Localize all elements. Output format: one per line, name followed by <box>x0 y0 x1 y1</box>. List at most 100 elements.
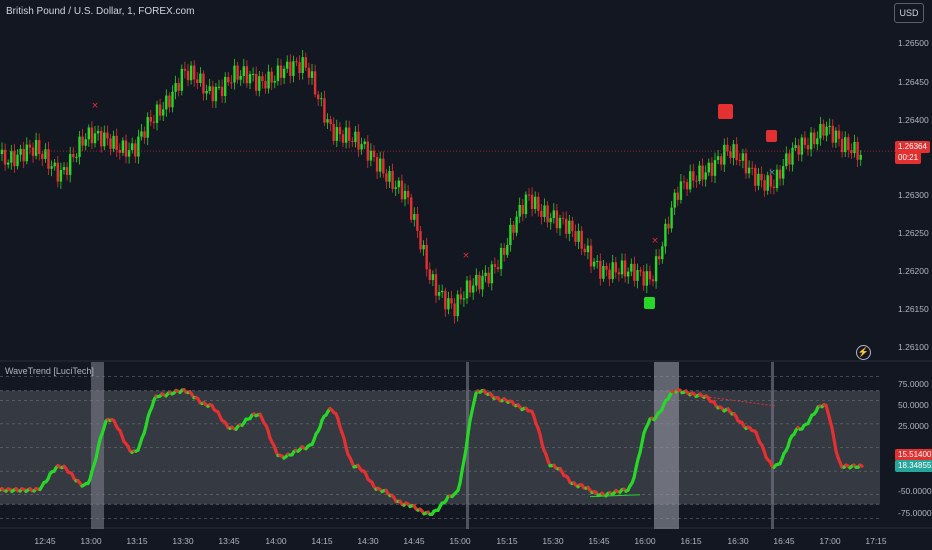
candle-body <box>561 217 565 219</box>
candle-body <box>661 246 664 260</box>
candle-body <box>394 187 397 189</box>
candle-body <box>121 140 125 153</box>
candle-body <box>158 104 162 116</box>
time-tick: 17:00 <box>819 536 841 546</box>
signal-band <box>654 362 679 529</box>
signal-band <box>771 362 774 529</box>
candle-body <box>22 148 25 162</box>
candle-body <box>0 149 4 154</box>
indicator-tick: -75.0000 <box>898 508 932 518</box>
candle-body <box>716 156 720 160</box>
candle-body <box>388 170 391 182</box>
candle-body <box>537 196 540 211</box>
candle-body <box>809 132 813 150</box>
candle-body <box>574 231 577 242</box>
candle-body <box>90 127 94 144</box>
last-price-badge: 1.26364 <box>895 141 930 153</box>
candle-body <box>766 175 769 191</box>
candle-body <box>611 262 614 280</box>
candle-body <box>670 207 673 229</box>
candle-body <box>84 139 87 146</box>
candle-body <box>816 138 819 145</box>
candle-body <box>28 144 32 148</box>
candle-body <box>199 73 202 83</box>
wavetrend-segment <box>460 458 466 473</box>
candle-body <box>230 82 233 84</box>
candle-body <box>217 86 221 88</box>
candle-body <box>81 136 84 146</box>
wavetrend-segment <box>94 446 100 461</box>
candle-body <box>251 73 255 75</box>
wavetrend-segment <box>458 469 464 485</box>
candle-body <box>856 142 859 160</box>
candle-body <box>444 290 447 310</box>
candle-body <box>515 216 518 233</box>
candle-body <box>146 117 149 138</box>
candle-body <box>620 260 624 275</box>
candle-body <box>202 73 205 94</box>
time-tick: 13:30 <box>172 536 194 546</box>
candle-body <box>608 269 611 280</box>
candle-body <box>518 204 521 217</box>
candle-body <box>828 125 831 127</box>
candle-body <box>462 298 466 300</box>
candle-body <box>267 71 270 89</box>
candle-body <box>369 150 373 161</box>
candle-body <box>56 162 59 182</box>
candle-body <box>344 127 348 143</box>
candle-body <box>803 137 807 146</box>
candle-body <box>7 162 10 165</box>
candle-body <box>78 136 81 158</box>
price-tick: 1.26500 <box>898 38 929 48</box>
wavetrend-segment <box>632 466 638 480</box>
candle-body <box>503 247 506 255</box>
candle-body <box>363 141 366 145</box>
candle-body <box>208 86 211 91</box>
candle-body <box>847 137 850 151</box>
candle-body <box>149 117 152 122</box>
candle-body <box>636 270 639 281</box>
candle-body <box>720 156 723 165</box>
indicator-tick: 50.0000 <box>898 400 929 410</box>
candle-body <box>406 190 410 198</box>
lightning-icon[interactable]: ⚡ <box>856 345 871 360</box>
candle-body <box>171 91 174 108</box>
candle-body <box>599 260 602 279</box>
time-tick: 13:00 <box>80 536 102 546</box>
time-tick: 16:30 <box>727 536 749 546</box>
candle-body <box>245 66 249 84</box>
candle-body <box>850 150 853 154</box>
candle-body <box>602 266 605 279</box>
candle-body <box>3 149 7 165</box>
candle-body <box>134 143 137 157</box>
candle-body <box>667 223 670 229</box>
candle-body <box>354 131 357 143</box>
candle-body <box>434 274 438 296</box>
candle-body <box>419 230 422 250</box>
currency-button[interactable]: USD <box>894 3 924 23</box>
candle-body <box>648 271 652 280</box>
candle-body <box>289 61 292 76</box>
price-tick: 1.26450 <box>898 77 929 87</box>
wavetrend-segment <box>638 441 644 455</box>
candle-body <box>323 98 326 123</box>
candle-body <box>496 266 500 270</box>
candle-body <box>106 132 109 139</box>
candle-body <box>140 131 143 137</box>
time-tick: 14:00 <box>265 536 287 546</box>
candle-body <box>109 138 112 149</box>
candle-body <box>242 66 245 77</box>
candle-body <box>264 81 267 89</box>
time-tick: 12:45 <box>34 536 56 546</box>
candle-body <box>800 137 803 155</box>
candle-body <box>59 170 63 182</box>
candle-body <box>490 264 493 284</box>
candle-body <box>630 263 633 272</box>
candle-body <box>279 65 283 78</box>
wavetrend-segment <box>640 431 646 445</box>
candle-body <box>270 71 273 83</box>
candle-body <box>286 61 289 69</box>
candle-body <box>586 245 590 253</box>
candle-body <box>747 167 751 174</box>
